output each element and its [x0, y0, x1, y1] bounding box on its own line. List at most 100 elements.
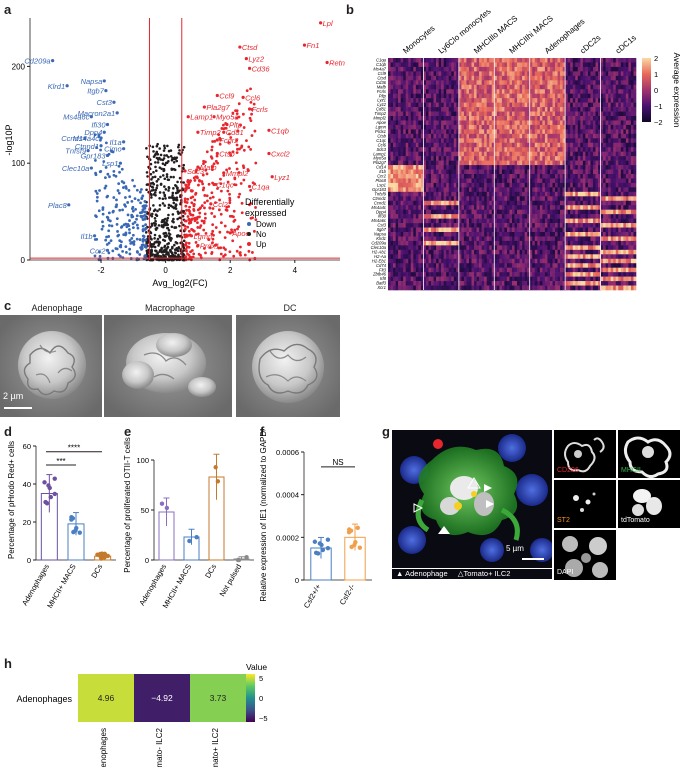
heatmap-cell — [514, 80, 518, 86]
heatmap-cell — [600, 165, 604, 170]
heatmap-cell — [590, 107, 594, 112]
heatmap-cell — [560, 214, 563, 219]
volcano-point — [165, 219, 169, 222]
heatmap-cell — [529, 187, 533, 193]
heatmap-cell — [484, 120, 487, 126]
volcano-point — [152, 204, 155, 207]
heatmap-cell — [395, 182, 399, 188]
heatmap-cell — [438, 62, 442, 68]
volcano-point — [184, 204, 188, 208]
heatmap-cell — [608, 107, 611, 112]
heatmap-cell — [418, 98, 422, 103]
heatmap-cell — [539, 142, 543, 148]
volcano-point — [93, 254, 97, 258]
heatmap-cell — [420, 80, 424, 86]
heatmap-cell — [398, 196, 401, 202]
heatmap-cell — [555, 62, 558, 68]
heatmap-cell — [570, 129, 574, 135]
heatmap-cell — [499, 89, 503, 94]
volcano-point — [219, 182, 223, 186]
heatmap-cell — [527, 66, 531, 72]
heatmap-cell — [560, 178, 563, 184]
heatmap-cell — [438, 218, 442, 224]
volcano-point — [238, 192, 242, 196]
volcano-point — [144, 243, 148, 247]
heatmap-cell — [418, 102, 422, 108]
heatmap-cell — [509, 116, 513, 121]
heatmap-cell — [456, 178, 460, 184]
heatmap-cell — [484, 200, 487, 206]
heatmap-cell — [613, 209, 617, 215]
volcano-point — [235, 249, 239, 253]
heatmap-cell — [509, 80, 513, 86]
heatmap-cell — [438, 160, 442, 166]
heatmap-cell — [425, 71, 429, 77]
heatmap-cell — [453, 178, 457, 184]
heatmap-cell — [534, 89, 538, 94]
heatmap-cell — [517, 205, 520, 210]
heatmap-cell — [403, 80, 407, 86]
heatmap-cell — [608, 218, 611, 224]
heatmap-cell — [504, 58, 508, 63]
heatmap-cell — [431, 124, 434, 130]
heatmap-cell — [415, 138, 419, 144]
heatmap-cell — [506, 209, 510, 215]
heatmap-cell — [433, 133, 437, 139]
heatmap-cell — [410, 223, 414, 228]
volcano-point — [149, 172, 153, 176]
volcano-point — [232, 220, 236, 223]
heatmap-cell — [585, 89, 589, 94]
heatmap-cell — [446, 98, 450, 103]
volcano-point — [126, 213, 130, 217]
volcano-point — [95, 195, 99, 199]
volcano-point — [205, 194, 209, 198]
heatmap-cell — [580, 227, 584, 233]
heatmap-cell — [623, 71, 627, 77]
heatmap-cell — [557, 102, 561, 108]
heatmap-cell — [506, 174, 510, 179]
heatmap-cell — [398, 218, 401, 224]
heatmap-cell — [519, 102, 523, 108]
heatmap-cell — [547, 174, 551, 179]
heatmap-cell — [592, 160, 596, 166]
heatmap-cell — [393, 182, 396, 188]
heatmap-cell — [512, 75, 515, 81]
heatmap-cell — [552, 191, 556, 197]
volcano-point — [207, 182, 211, 186]
volcano-point — [141, 208, 145, 212]
heatmap-cell — [552, 214, 556, 219]
heatmap-cell — [570, 58, 574, 63]
heatmap-cell — [451, 165, 455, 170]
heatmap-cell — [479, 107, 482, 112]
heatmap-cell — [519, 62, 523, 68]
heatmap-cell — [509, 66, 513, 72]
heatmap-cell — [613, 124, 617, 130]
volcano-point — [140, 243, 144, 247]
heatmap-cell — [388, 196, 391, 202]
heatmap-cell — [456, 107, 460, 112]
heatmap-cell — [542, 196, 546, 202]
heatmap-cell — [461, 151, 465, 157]
heatmap-cell — [628, 151, 632, 157]
heatmap-cell — [436, 187, 439, 193]
volcano-point — [164, 248, 168, 251]
volcano-point — [171, 194, 174, 197]
heatmap-cell — [544, 178, 548, 184]
heatmap-cell — [618, 102, 622, 108]
heatmap-cell — [398, 165, 401, 170]
volcano-point — [238, 147, 241, 151]
volcano-point — [193, 179, 197, 182]
heatmap-cell — [539, 58, 543, 63]
heatmap-cell — [453, 205, 457, 210]
heatmap-cell — [577, 129, 581, 135]
heatmap-cell — [403, 102, 407, 108]
volcano-gene-label: Cst3 — [97, 98, 113, 107]
heatmap-cell — [489, 187, 493, 193]
heatmap-cell — [436, 191, 439, 197]
volcano-point — [146, 155, 149, 159]
heatmap-cell — [570, 142, 574, 148]
volcano-point — [190, 189, 194, 193]
heatmap-cell — [522, 93, 525, 99]
heatmap-cell — [560, 58, 563, 63]
heatmap-cell — [415, 147, 419, 152]
